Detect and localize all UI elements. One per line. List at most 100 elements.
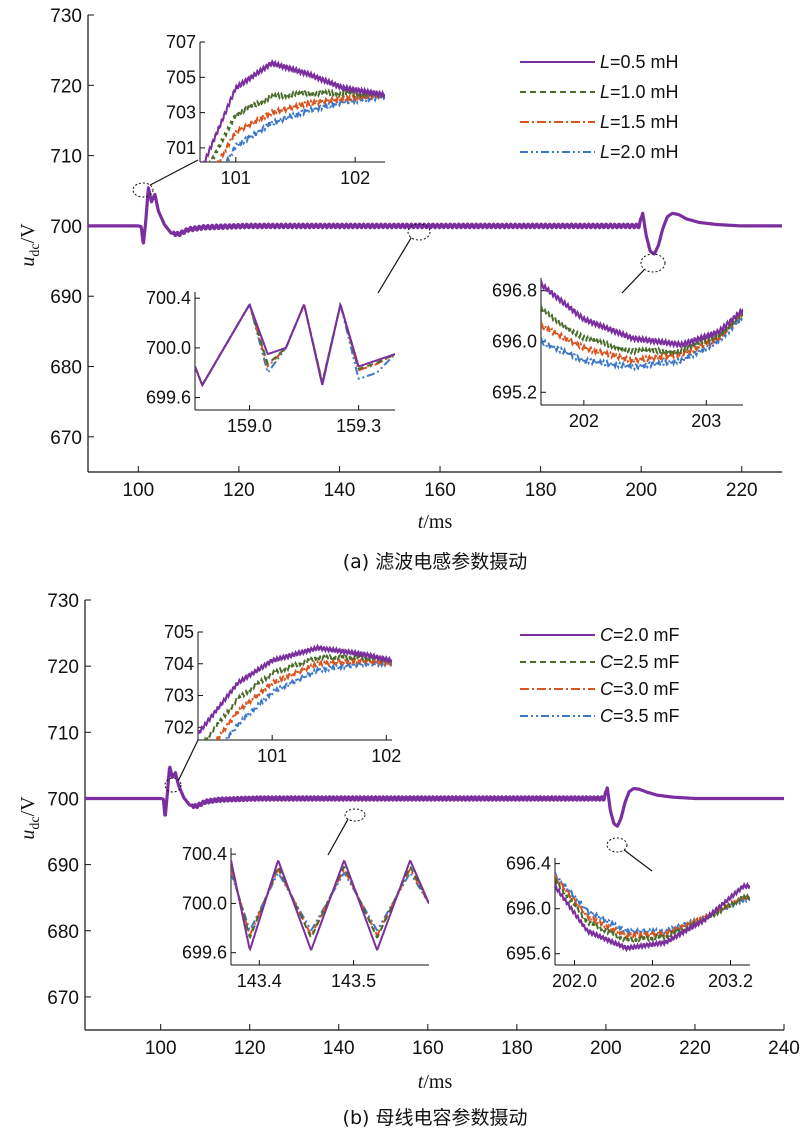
zoom-leader-line	[149, 159, 199, 186]
inset-2: 699.6 700.0 700.4 143.4 143.5	[182, 844, 429, 991]
panel-a: 670 680 690 700 710 720 730 100 120 140 160 180 200 2…	[17, 6, 784, 573]
legend-label: C=2.0 mF	[600, 625, 680, 645]
inset-y-tick-label: 704	[164, 654, 194, 674]
y-tick-label: 680	[47, 922, 79, 943]
x-tick-label: 140	[323, 1038, 355, 1059]
inset-3: 695.6 696.0 696.4 202.0 202.6 203.2	[506, 854, 753, 991]
inset-y-tick-label: 700.4	[146, 288, 191, 308]
y-tick-label: 710	[50, 147, 82, 168]
inset-series-line	[224, 92, 385, 162]
inset-series-line	[555, 873, 750, 941]
zoom-leader-line	[178, 739, 199, 781]
x-axis-label: t/ms	[418, 511, 453, 533]
inset-x-tick-label: 159.3	[336, 416, 381, 436]
y-tick-label: 710	[47, 723, 79, 744]
inset-y-tick-label: 705	[166, 67, 196, 87]
y-tick-label: 690	[50, 287, 82, 308]
inset-x-tick-label: 101	[221, 168, 251, 188]
y-tick-label: 730	[47, 591, 79, 612]
inset-series-line	[198, 643, 392, 734]
inset-series-line	[208, 88, 385, 162]
x-tick-label: 140	[324, 480, 356, 501]
inset-y-tick-label: 700.0	[182, 893, 227, 913]
x-tick-label: 180	[525, 480, 557, 501]
inset-1: 701 703 705 707 101 102	[166, 32, 385, 188]
figure-caption: (a) 滤波电感参数摄动	[343, 551, 528, 573]
legend-label: C=2.5 mF	[600, 652, 680, 672]
x-tick-label: 200	[590, 1038, 622, 1059]
inset-y-tick-label: 695.2	[492, 382, 537, 402]
legend-label: L=2.0 mH	[600, 142, 679, 162]
inset-series-line	[214, 656, 392, 740]
y-tick-label: 670	[50, 428, 82, 449]
y-tick-label: 700	[47, 789, 79, 810]
y-tick-label: 680	[50, 358, 82, 379]
inset-series-line	[541, 311, 743, 366]
inset-y-tick-label: 699.6	[182, 943, 227, 963]
zoom-marker	[407, 223, 431, 241]
zoom-marker	[132, 182, 154, 198]
inset-x-tick-label: 143.5	[331, 971, 376, 991]
x-tick-label: 120	[234, 1038, 266, 1059]
inset-y-tick-label: 696.4	[506, 854, 551, 874]
x-tick-label: 180	[501, 1038, 533, 1059]
x-tick-label: 200	[625, 480, 657, 501]
inset-y-tick-label: 695.6	[506, 944, 551, 964]
inset-y-tick-label: 696.8	[492, 281, 537, 301]
inset-x-tick-label: 102	[371, 746, 401, 766]
x-axis-label: t/ms	[418, 1071, 453, 1093]
inset-x-tick-label: 159.0	[227, 416, 272, 436]
inset-background	[195, 292, 395, 410]
inset-y-tick-label: 703	[164, 686, 194, 706]
inset-x-tick-label: 203	[691, 411, 721, 431]
legend-label: L=1.0 mH	[600, 82, 679, 102]
inset-x-tick-label: 101	[257, 746, 287, 766]
zoom-leader-line	[623, 849, 653, 872]
legend-label: L=1.5 mH	[600, 112, 679, 132]
inset-series-line	[231, 859, 429, 952]
main-trace-line	[86, 186, 784, 256]
x-tick-label: 240	[768, 1038, 800, 1059]
x-tick-label: 120	[223, 480, 255, 501]
inset-series-line	[555, 877, 750, 945]
inset-y-tick-label: 705	[164, 622, 194, 642]
panel-b: 670 680 690 700 710 720 730 100 120 140 160 180 200 2…	[17, 591, 800, 1129]
inset-x-tick-label: 203.2	[708, 971, 753, 991]
zoom-marker	[164, 777, 182, 793]
legend-label: L=0.5 mH	[600, 52, 679, 72]
x-tick-label: 100	[122, 480, 154, 501]
inset-series-line	[223, 659, 392, 740]
y-tick-label: 730	[50, 6, 82, 27]
inset-series-line	[217, 90, 385, 162]
x-tick-label: 220	[726, 480, 758, 501]
inset-series-line	[541, 314, 743, 372]
inset-2: 699.6 700.0 700.4 159.0 159.3	[146, 288, 395, 436]
y-tick-label: 690	[47, 856, 79, 877]
main-trace-line	[83, 765, 786, 828]
inset-3: 695.2 696.0 696.8 202 203	[492, 278, 743, 431]
inset-y-tick-label: 696.0	[492, 332, 537, 352]
zoom-leader-line	[621, 268, 646, 294]
legend-label: C=3.0 mF	[600, 679, 680, 699]
inset-x-tick-label: 102	[340, 168, 370, 188]
inset-x-tick-label: 143.4	[237, 971, 282, 991]
inset-x-tick-label: 202.0	[552, 971, 597, 991]
inset-series-line	[541, 279, 743, 349]
inset-y-tick-label: 707	[166, 32, 196, 52]
inset-series-line	[541, 305, 743, 357]
y-tick-label: 700	[50, 217, 82, 238]
inset-1: 702 703 704 705 101 102	[164, 622, 401, 766]
inset-y-tick-label: 702	[164, 717, 194, 737]
x-tick-label: 220	[679, 1038, 711, 1059]
figure-caption: (b) 母线电容参数摄动	[343, 1107, 528, 1129]
inset-y-tick-label: 700.4	[182, 844, 227, 864]
inset-x-tick-label: 202	[569, 411, 599, 431]
inset-series-line	[195, 302, 395, 388]
inset-y-tick-label: 703	[166, 103, 196, 123]
inset-y-tick-label: 700.0	[146, 338, 191, 358]
x-tick-label: 100	[145, 1038, 177, 1059]
inset-x-tick-label: 202.6	[630, 971, 675, 991]
y-axis-label: udc/V	[17, 796, 43, 840]
zoom-marker	[640, 253, 666, 273]
